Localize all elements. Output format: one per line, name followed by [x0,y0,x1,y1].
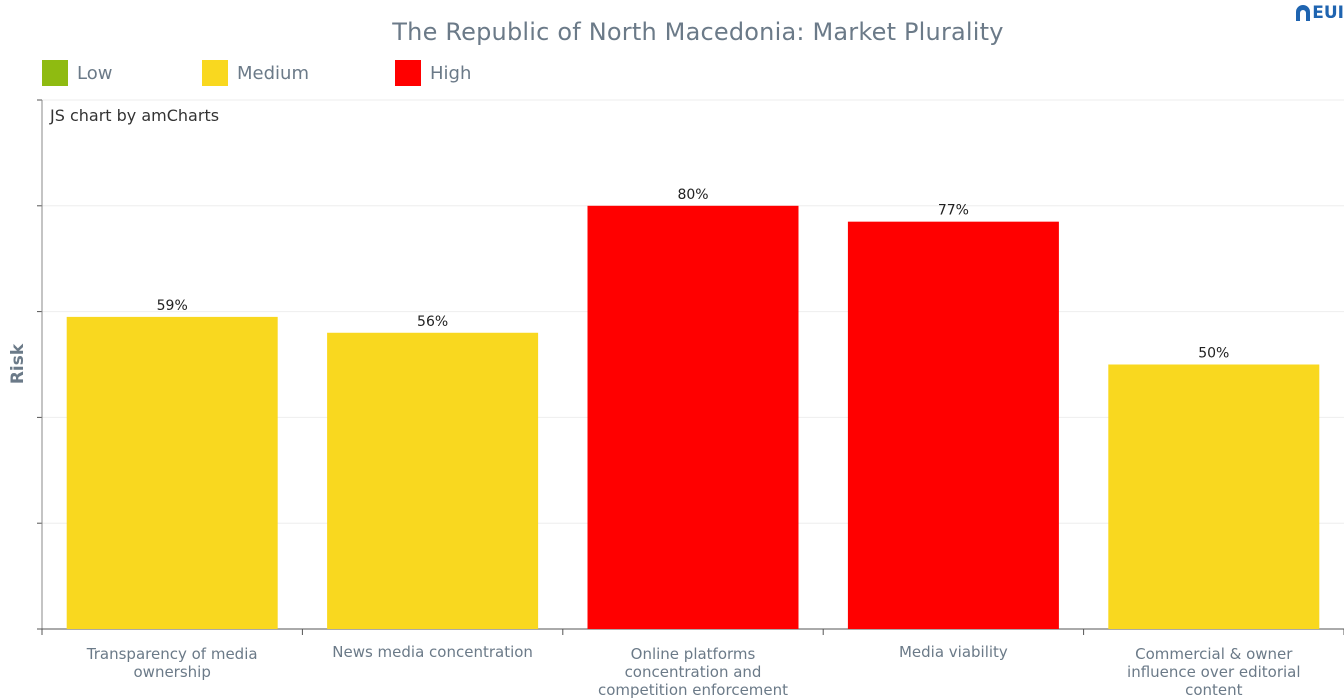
value-label: 80% [677,187,708,203]
amcharts-credit-link[interactable]: JS chart by amCharts [50,106,220,125]
legend-item-medium[interactable]: Medium [202,60,395,86]
legend-label-high: High [430,62,472,84]
value-label: 77% [938,203,969,219]
legend-swatch-low [42,60,68,86]
x-tick-label: Transparency of media ownership [86,645,258,681]
bar[interactable] [587,205,799,630]
bar[interactable] [66,316,278,629]
value-label: 50% [1198,346,1229,362]
legend: Low Medium High [42,60,515,86]
bar[interactable] [1108,364,1320,630]
legend-item-high[interactable]: High [395,60,515,86]
legend-swatch-medium [202,60,228,86]
bar[interactable] [847,221,1059,630]
value-label: 56% [417,314,448,330]
legend-label-medium: Medium [237,62,309,84]
legend-label-low: Low [77,62,113,84]
eui-logo-text: EUI [1312,3,1344,23]
chart-title: The Republic of North Macedonia: Market … [392,18,1004,46]
value-label: 59% [157,298,188,314]
x-tick-label: Online platforms concentration and compe… [597,645,789,699]
legend-item-low[interactable]: Low [42,60,202,86]
bar[interactable] [327,332,539,629]
legend-swatch-high [395,60,421,86]
x-tick-label: News media concentration [332,643,533,661]
x-tick-label: Commercial & owner influence over editor… [1127,645,1301,699]
x-tick-label: Media viability [898,643,1008,661]
eui-logo: EUI [1294,3,1344,23]
eui-logo-icon [1296,5,1311,21]
